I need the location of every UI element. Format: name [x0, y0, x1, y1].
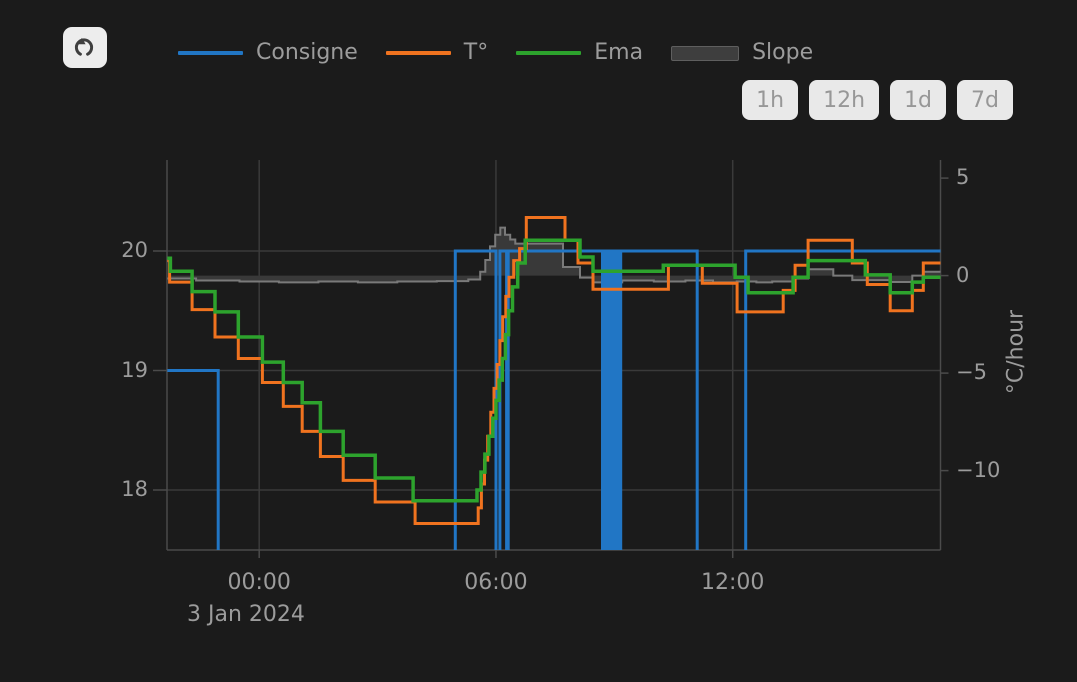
legend-swatch-slope: [671, 45, 740, 61]
legend-label-ema: Ema: [594, 40, 644, 65]
legend-label-slope: Slope: [752, 40, 814, 65]
legend-label-consigne: Consigne: [256, 40, 358, 65]
x-tick-label: 06:00: [464, 570, 528, 595]
legend-swatch-consigne: [178, 51, 243, 55]
legend-item-slope[interactable]: Slope: [671, 42, 813, 64]
y-left-tick-label: 20: [121, 238, 148, 262]
refresh-icon: [72, 35, 98, 61]
range-button-1h[interactable]: 1h: [742, 80, 799, 120]
y-left-tick-label: 19: [121, 357, 148, 382]
x-tick-label: 00:00: [227, 570, 291, 595]
y-right-tick-label: −5: [956, 360, 987, 385]
range-buttons: 1h 12h 1d 7d: [742, 80, 1013, 120]
y-left-tick-label: 18: [121, 477, 148, 501]
y-right-tick-label: −10: [956, 457, 1001, 482]
series-line-temperature: [167, 216, 941, 525]
legend-swatch-temperature: [385, 51, 451, 55]
refresh-button[interactable]: [63, 27, 107, 68]
y-right-tick-label: 0: [956, 262, 970, 287]
y-right-axis-title: °C/hour: [1003, 309, 1029, 395]
series-line-slope: [167, 226, 941, 284]
legend-item-temperature[interactable]: T°: [385, 40, 489, 65]
x-tick-label: 12:00: [701, 570, 765, 595]
legend-swatch-ema: [516, 51, 582, 55]
legend-item-ema[interactable]: Ema: [516, 42, 643, 64]
legend-label-temperature: T°: [463, 40, 489, 65]
series-line-ema: [167, 238, 941, 503]
range-button-1d[interactable]: 1d: [890, 80, 947, 120]
range-button-7d[interactable]: 7d: [957, 80, 1013, 120]
y-right-tick-label: 5: [956, 165, 970, 190]
range-button-12h[interactable]: 12h: [809, 80, 880, 120]
series-line-consigne: [167, 249, 941, 550]
legend: Consigne T° Ema Slope: [178, 39, 828, 67]
x-axis-date-label: 3 Jan 2024: [187, 602, 305, 627]
series-area-slope: [167, 227, 941, 283]
legend-item-consigne[interactable]: Consigne: [178, 42, 358, 64]
